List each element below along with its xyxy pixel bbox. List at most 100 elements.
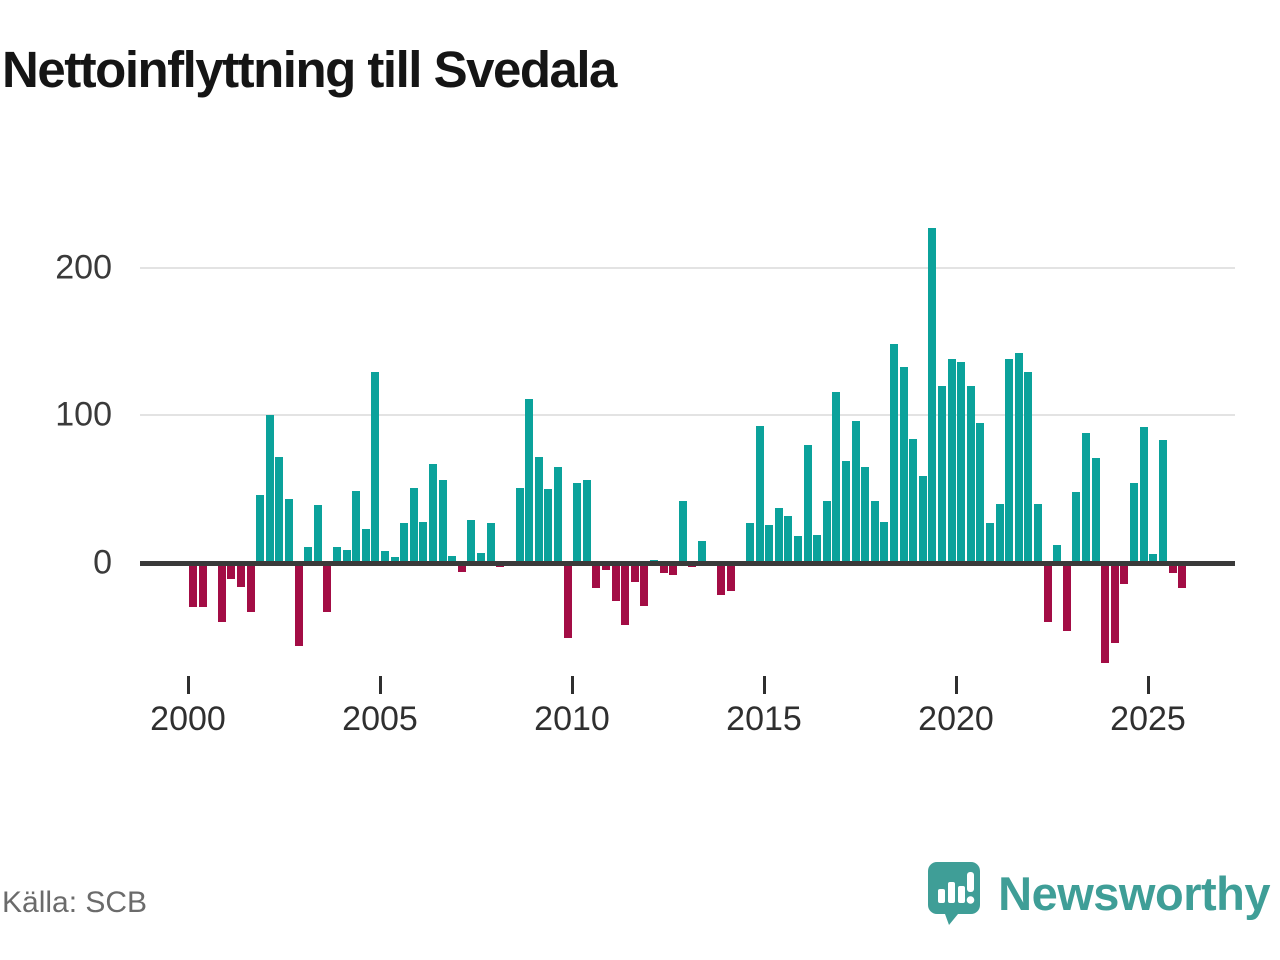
y-axis-label-0: 0 (93, 543, 112, 582)
bar-2019Q4 (948, 359, 956, 563)
bar-2004Q3 (362, 529, 370, 563)
bar-2012Q2 (660, 563, 668, 574)
bar-2001Q1 (227, 563, 235, 580)
bar-2016Q4 (832, 391, 840, 563)
bar-2025Q1 (1149, 554, 1157, 563)
bar-2005Q1 (381, 551, 389, 563)
y-axis-label-200: 200 (55, 248, 112, 287)
bar-2011Q2 (621, 563, 629, 626)
bar-2023Q1 (1072, 492, 1080, 563)
bar-2014Q4 (756, 425, 764, 563)
bar-2003Q1 (304, 546, 312, 563)
bar-2023Q2 (1082, 433, 1090, 563)
bar-2015Q3 (784, 515, 792, 563)
bar-2021Q4 (1024, 372, 1032, 563)
bar-2018Q1 (880, 521, 888, 563)
bar-2007Q2 (467, 520, 475, 563)
bar-2025Q3 (1169, 563, 1177, 574)
x-axis-label-2005: 2005 (342, 700, 418, 738)
bar-2005Q4 (410, 487, 418, 563)
bar-2022Q4 (1063, 563, 1071, 631)
bar-2021Q2 (1005, 359, 1013, 563)
bar-2004Q4 (371, 372, 379, 563)
bar-2015Q1 (765, 524, 773, 563)
bar-2017Q4 (871, 500, 879, 563)
bar-2006Q1 (419, 521, 427, 563)
bar-2008Q4 (525, 399, 533, 563)
bar-2007Q3 (477, 552, 485, 563)
x-axis-label-2010: 2010 (534, 700, 610, 738)
bar-2016Q1 (804, 444, 812, 563)
bar-2014Q1 (727, 563, 735, 592)
bar-2017Q2 (852, 421, 860, 563)
bar-2022Q2 (1044, 563, 1052, 623)
bar-2009Q4 (564, 563, 572, 639)
source-caption: Källa: SCB (2, 886, 148, 919)
bar-2000Q1 (189, 563, 197, 608)
bar-2006Q3 (439, 480, 447, 563)
bar-2002Q3 (285, 499, 293, 563)
bar-2006Q4 (448, 555, 456, 563)
bar-2011Q1 (612, 563, 620, 602)
bar-2007Q4 (487, 523, 495, 563)
y-axis-label-100: 100 (55, 395, 112, 434)
gridline-y-200 (140, 266, 1235, 269)
bar-2021Q1 (996, 503, 1004, 563)
x-axis-label-2000: 2000 (150, 700, 226, 738)
bar-2019Q1 (919, 475, 927, 563)
bar-2022Q1 (1034, 503, 1042, 563)
bar-2009Q1 (535, 456, 543, 563)
bar-2025Q4 (1178, 563, 1186, 589)
bar-2020Q2 (967, 385, 975, 563)
bar-2013Q4 (717, 563, 725, 596)
bar-2010Q1 (573, 483, 581, 563)
chart-title: Nettoinflyttning till Svedala (2, 41, 617, 98)
bar-2013Q2 (698, 540, 706, 563)
bar-2002Q2 (275, 456, 283, 563)
bar-2004Q2 (352, 490, 360, 563)
bar-2024Q4 (1140, 427, 1148, 563)
bar-2023Q3 (1092, 458, 1100, 563)
bar-2016Q3 (823, 500, 831, 563)
bar-2024Q3 (1130, 483, 1138, 563)
bar-2001Q2 (237, 563, 245, 587)
bar-2010Q3 (592, 563, 600, 589)
bar-2019Q2 (928, 227, 936, 563)
x-axis-label-2015: 2015 (726, 700, 802, 738)
bar-2001Q3 (247, 563, 255, 612)
bar-2017Q1 (842, 461, 850, 563)
x-axis-label-2025: 2025 (1110, 700, 1186, 738)
x-axis-tick-2015 (763, 676, 766, 694)
bar-2003Q4 (333, 546, 341, 563)
bar-2014Q3 (746, 523, 754, 563)
bar-2015Q4 (794, 536, 802, 563)
bar-2011Q3 (631, 563, 639, 583)
x-axis-tick-2005 (379, 676, 382, 694)
bar-2018Q2 (890, 344, 898, 563)
bar-2020Q3 (976, 422, 984, 563)
bar-2002Q1 (266, 415, 274, 563)
newsworthy-logo: Newsworthy (926, 860, 1270, 926)
bar-2012Q4 (679, 500, 687, 563)
newsworthy-wordmark: Newsworthy (998, 866, 1270, 920)
bar-2000Q2 (199, 563, 207, 608)
bar-2009Q2 (544, 489, 552, 563)
bar-2016Q2 (813, 534, 821, 563)
x-axis-line (140, 561, 1235, 566)
bar-2003Q3 (323, 563, 331, 612)
newsworthy-pin-icon (928, 862, 981, 925)
bar-2022Q3 (1053, 545, 1061, 563)
bar-2009Q3 (554, 466, 562, 563)
bar-2004Q1 (343, 549, 351, 563)
bar-2023Q4 (1101, 563, 1109, 664)
bar-2020Q4 (986, 523, 994, 563)
bar-2012Q3 (669, 563, 677, 575)
bar-2024Q1 (1111, 563, 1119, 643)
bar-2000Q4 (218, 563, 226, 623)
bar-2001Q4 (256, 495, 264, 563)
bar-2017Q3 (861, 466, 869, 563)
bar-2010Q2 (583, 480, 591, 563)
bar-2002Q4 (295, 563, 303, 646)
